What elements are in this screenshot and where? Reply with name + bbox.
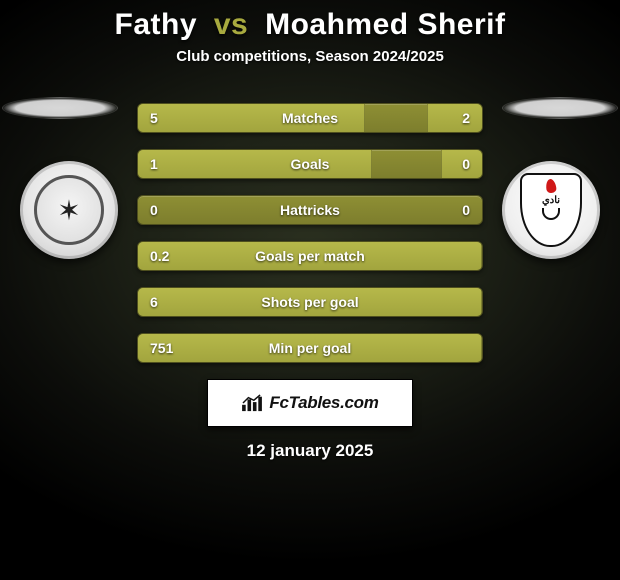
stat-label: Hattricks (280, 202, 340, 218)
stat-label: Matches (282, 110, 338, 126)
stat-value-left: 0.2 (150, 248, 169, 264)
stat-value-left: 5 (150, 110, 158, 126)
subtitle: Club competitions, Season 2024/2025 (0, 48, 620, 65)
brand-chart-icon (241, 394, 263, 412)
stat-row: 5 Matches 2 (137, 103, 483, 133)
player1-club-crest: ✶ (20, 161, 118, 259)
date-label: 12 january 2025 (0, 441, 620, 461)
stat-row: 0 Hattricks 0 (137, 195, 483, 225)
stat-row: 751 Min per goal (137, 333, 483, 363)
player2-name: Moahmed Sherif (265, 8, 505, 41)
stat-label: Goals (291, 156, 330, 172)
player1-platform (2, 97, 118, 119)
stat-value-left: 6 (150, 294, 158, 310)
crest-shield-icon: نادي (520, 173, 582, 247)
vs-separator: vs (214, 8, 248, 41)
stat-value-right: 0 (462, 156, 470, 172)
comparison-arena: ✶ نادي 5 Matches 2 1 Goals 0 0 Hattricks 0 0.2 Goa… (0, 103, 620, 363)
stat-value-right: 2 (462, 110, 470, 126)
crest-emblem-icon: ✶ (34, 175, 104, 245)
page-title: Fathy vs Moahmed Sherif (0, 8, 620, 42)
stat-value-left: 0 (150, 202, 158, 218)
brand-badge: FcTables.com (207, 379, 413, 427)
stat-row: 0.2 Goals per match (137, 241, 483, 271)
stat-label: Min per goal (269, 340, 351, 356)
crest-text: نادي (542, 195, 560, 206)
player2-club-crest: نادي (502, 161, 600, 259)
stat-value-right: 0 (462, 202, 470, 218)
stat-label: Goals per match (255, 248, 365, 264)
player1-name: Fathy (115, 8, 198, 41)
player2-platform (502, 97, 618, 119)
stat-bars: 5 Matches 2 1 Goals 0 0 Hattricks 0 0.2 Goals per … (137, 103, 483, 363)
stat-value-left: 751 (150, 340, 173, 356)
stat-value-left: 1 (150, 156, 158, 172)
infographic-root: Fathy vs Moahmed Sherif Club competition… (0, 0, 620, 580)
cup-icon (542, 208, 560, 220)
bar-fill-left (138, 150, 372, 178)
stat-row: 6 Shots per goal (137, 287, 483, 317)
brand-text: FcTables.com (269, 393, 378, 413)
stat-row: 1 Goals 0 (137, 149, 483, 179)
flame-icon (545, 178, 557, 193)
stat-label: Shots per goal (261, 294, 358, 310)
bar-fill-right (427, 104, 482, 132)
